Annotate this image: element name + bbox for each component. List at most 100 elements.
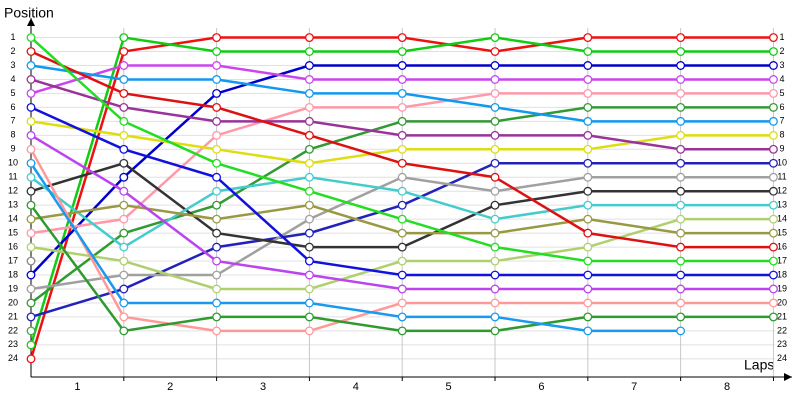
y-tick-label: 8 [10, 130, 15, 140]
position-point [212, 172, 222, 182]
position-point [583, 33, 593, 43]
y-tick-label-right: 12 [777, 186, 787, 196]
y-tick-label-right: 3 [779, 60, 784, 70]
position-point [676, 298, 686, 308]
position-point [304, 214, 314, 224]
position-point [490, 186, 500, 196]
position-point [583, 298, 593, 308]
position-point [397, 88, 407, 98]
y-tick-label-right: 1 [779, 32, 784, 42]
position-point [304, 172, 314, 182]
position-point [26, 75, 36, 84]
position-point [490, 158, 500, 168]
y-tick-label-right: 6 [779, 102, 784, 112]
position-point [490, 242, 500, 252]
position-point [490, 298, 500, 308]
position-point [768, 242, 778, 252]
position-point [119, 102, 129, 112]
position-point [26, 340, 36, 350]
y-tick-label: 21 [8, 311, 18, 321]
position-point [397, 172, 407, 182]
position-point [212, 144, 222, 154]
x-tick-label: 7 [631, 381, 637, 393]
y-tick-label-right: 23 [777, 339, 787, 349]
position-point [304, 270, 314, 280]
position-point [490, 172, 500, 182]
position-point [304, 158, 314, 168]
position-point [583, 47, 593, 56]
position-point [490, 326, 500, 336]
position-point [212, 228, 222, 238]
position-point [212, 186, 222, 196]
position-point [676, 172, 686, 182]
position-point [304, 186, 314, 196]
y-tick-label: 17 [8, 255, 18, 265]
y-tick-label: 7 [10, 116, 15, 126]
position-point [26, 158, 36, 168]
position-point [212, 130, 222, 140]
position-point [676, 88, 686, 98]
position-point [119, 186, 129, 196]
position-point [490, 312, 500, 322]
position-point [583, 326, 593, 336]
position-point [304, 200, 314, 210]
position-point [768, 270, 778, 280]
position-point [583, 256, 593, 266]
y-tick-label-right: 10 [777, 158, 787, 168]
y-tick-label-right: 11 [777, 172, 786, 182]
y-tick-label: 4 [10, 74, 15, 84]
x-tick-label: 3 [260, 381, 266, 393]
position-point [583, 214, 593, 224]
position-point [676, 256, 686, 266]
position-point [397, 130, 407, 140]
position-point [397, 75, 407, 84]
position-point [26, 228, 36, 238]
position-point [212, 88, 222, 98]
position-point [397, 33, 407, 43]
y-tick-label-right: 22 [777, 325, 787, 335]
position-point [490, 102, 500, 112]
position-point [583, 200, 593, 210]
series-points [26, 33, 778, 364]
position-point [397, 61, 407, 70]
position-point [26, 33, 36, 43]
axis-arrows [27, 18, 792, 381]
y-tick-label: 22 [8, 325, 18, 335]
x-tick-label: 6 [538, 381, 544, 393]
position-point [583, 186, 593, 196]
position-point [397, 47, 407, 56]
position-point [397, 312, 407, 322]
position-point [26, 256, 36, 266]
position-point [119, 75, 129, 84]
position-point [490, 47, 500, 56]
position-point [212, 102, 222, 112]
y-tick-label-right: 14 [777, 214, 787, 224]
y-tick-label-right: 9 [779, 144, 784, 154]
position-point [490, 33, 500, 43]
position-point [212, 298, 222, 308]
y-tick-label-right: 7 [779, 116, 784, 126]
position-point [397, 326, 407, 336]
position-point [119, 88, 129, 98]
position-point [490, 200, 500, 210]
position-point [212, 75, 222, 84]
position-point [768, 214, 778, 224]
position-point [768, 228, 778, 238]
position-point [676, 312, 686, 322]
position-point [304, 242, 314, 252]
position-point [583, 116, 593, 126]
y-tick-label-right: 20 [777, 297, 787, 307]
position-point [397, 102, 407, 112]
position-point [304, 61, 314, 70]
position-point [212, 284, 222, 294]
y-tick-label-right: 5 [779, 88, 784, 98]
position-point [397, 214, 407, 224]
position-point [676, 75, 686, 84]
position-point [119, 284, 129, 294]
position-point [212, 242, 222, 252]
position-point [26, 312, 36, 322]
position-point [26, 186, 36, 196]
position-point [26, 200, 36, 210]
position-point [490, 256, 500, 266]
position-point [768, 186, 778, 196]
